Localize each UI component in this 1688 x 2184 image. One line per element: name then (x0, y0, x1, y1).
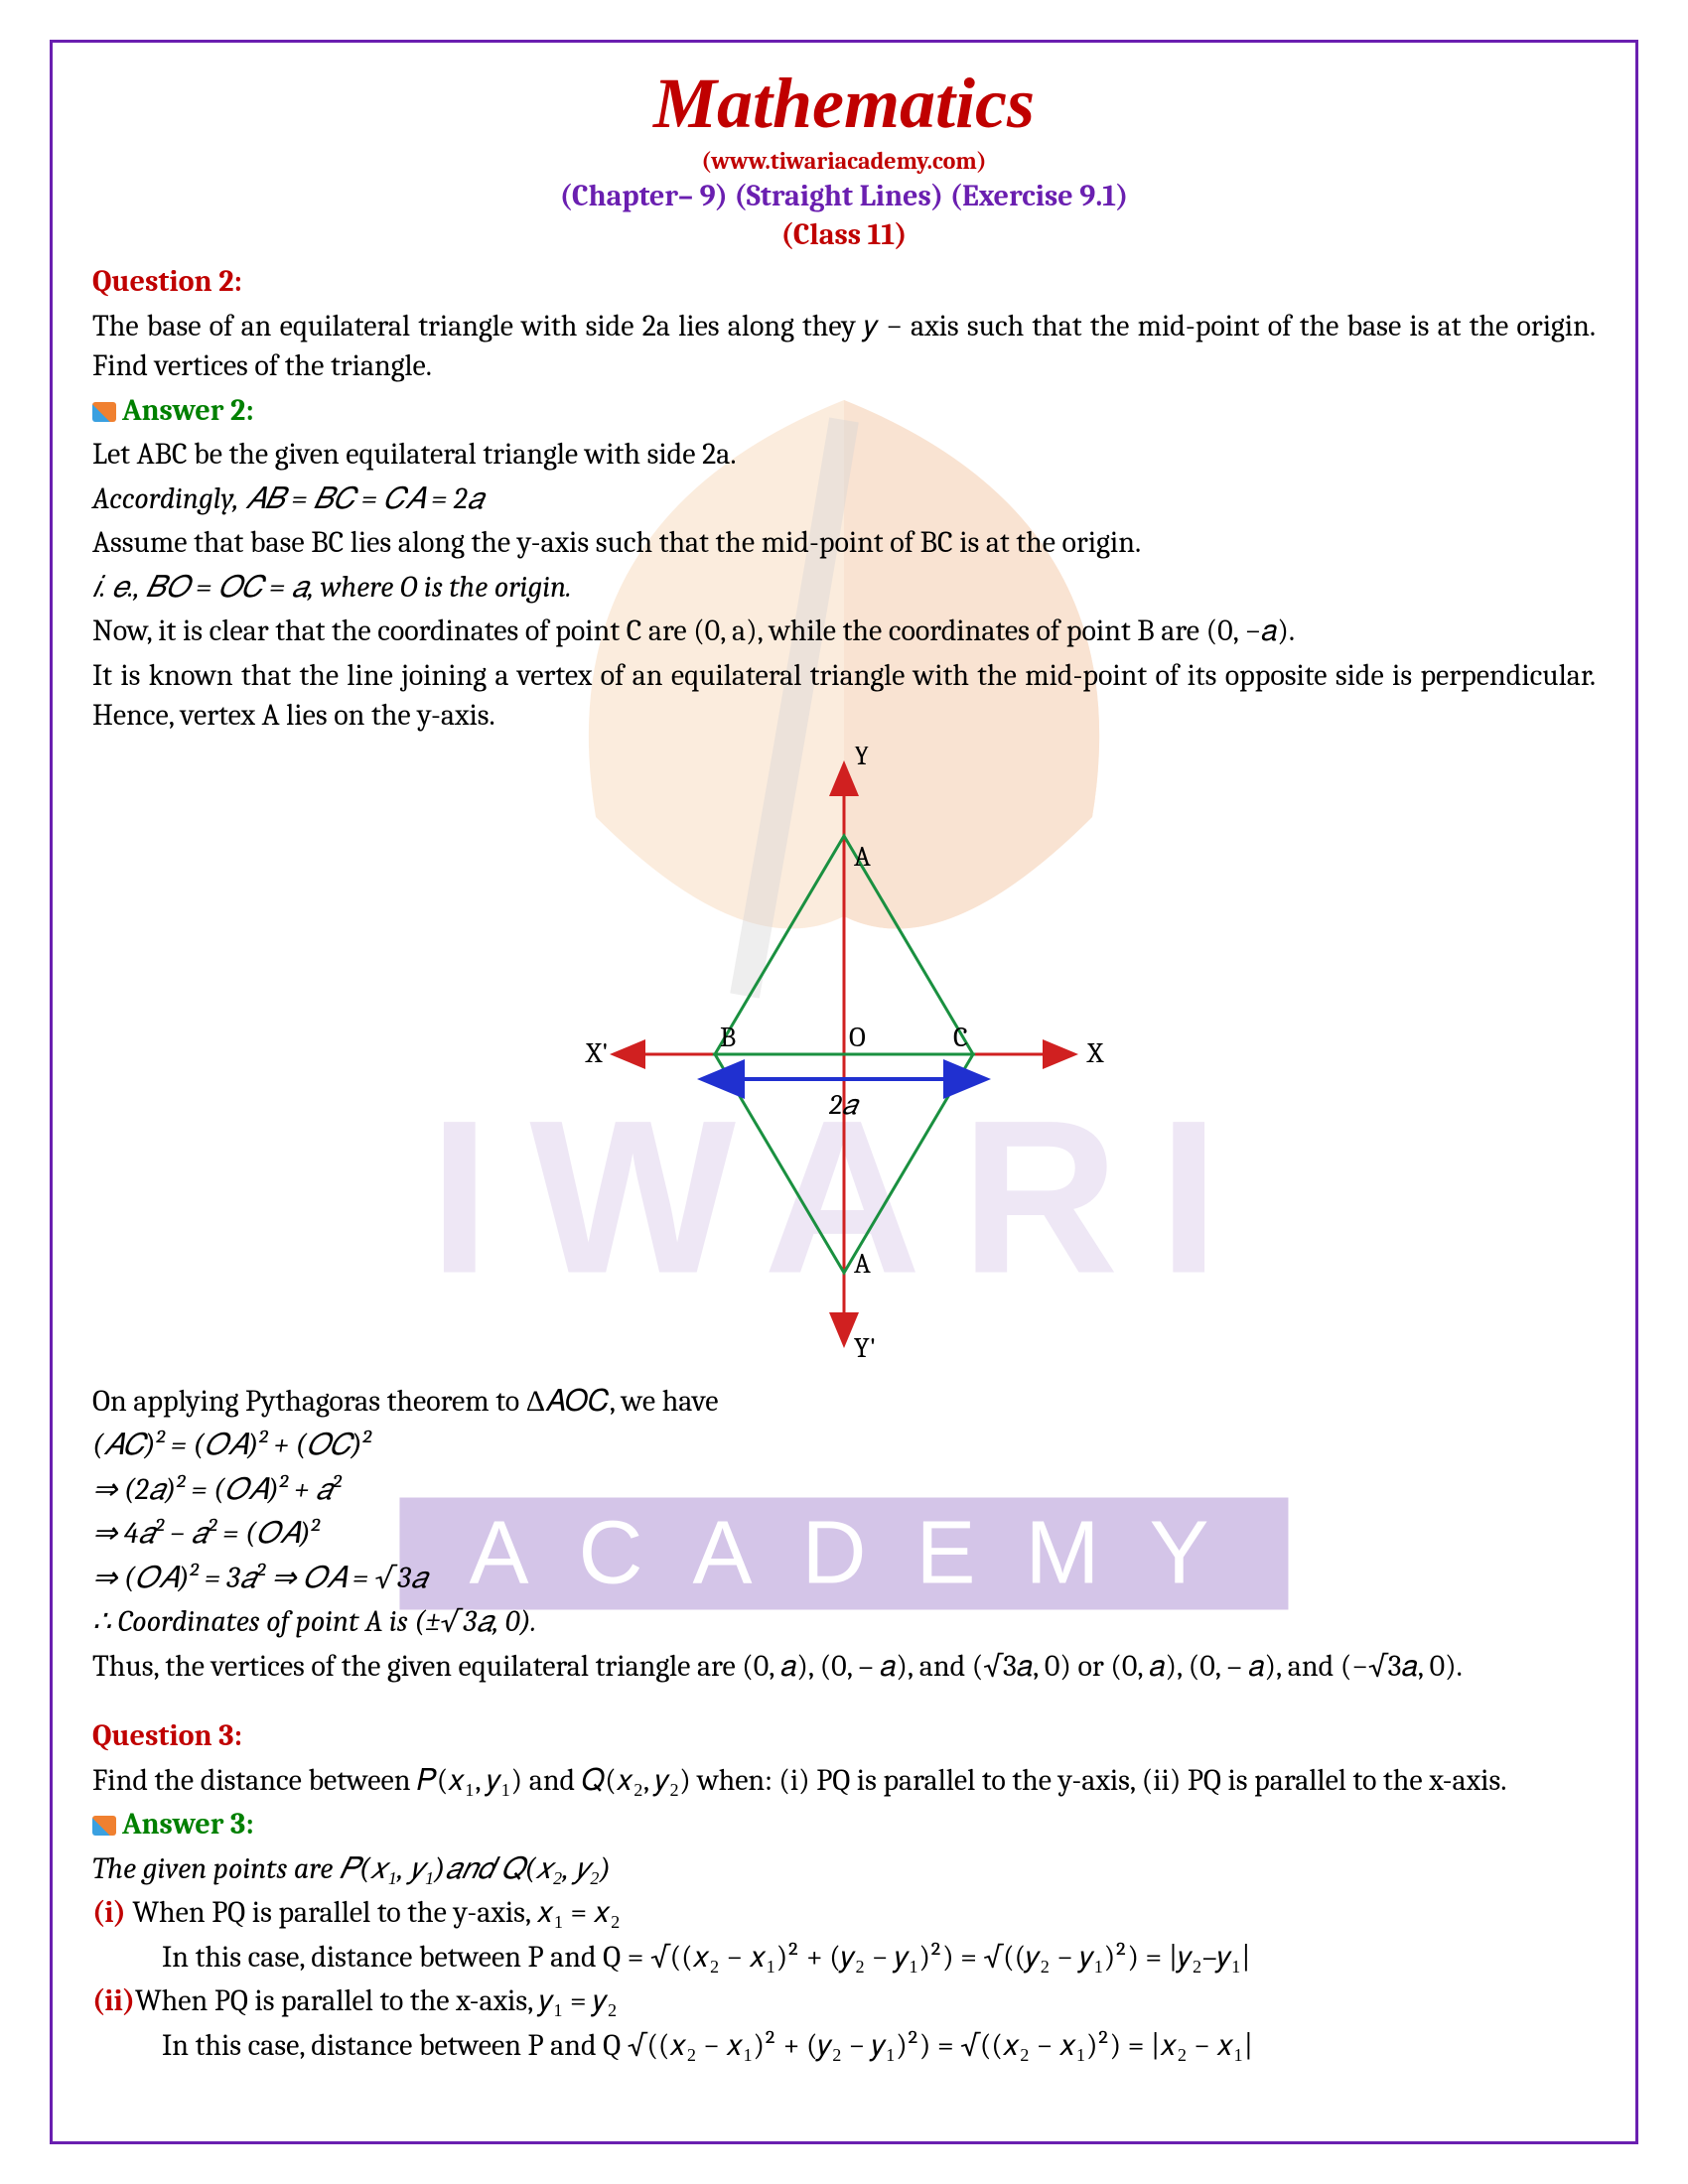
q2-p13: Thus, the vertices of the given equilate… (92, 1647, 1596, 1688)
q3-ii: When PQ is parallel to the x-axis, 𝑦₁ = … (135, 1983, 618, 2018)
triangle-diagram: Y Y' X X' A A B C O 2𝑎 (546, 747, 1142, 1362)
q2-p3: Assume that base BC lies along the y-axi… (92, 523, 1596, 564)
q2-text: The base of an equilateral triangle with… (92, 307, 1596, 387)
lbl-A2: A (854, 1248, 871, 1280)
page: IWARI ACADEMY Mathematics (www.tiwariaca… (0, 0, 1688, 2184)
q2-p12: ∴ Coordinates of point A is (±√3𝑎, 0). (92, 1602, 1596, 1643)
q2-p6: It is known that the line joining a vert… (92, 656, 1596, 737)
lbl-Y: Y (854, 747, 870, 771)
lbl-Xp: X' (585, 1037, 609, 1069)
lbl-X: X (1086, 1037, 1104, 1069)
q2-p10: ⇒ 4𝑎² − 𝑎² = (𝑂𝐴)² (92, 1514, 1596, 1555)
q3-label: Question 3: (92, 1718, 242, 1753)
q3-i-label: (i) (92, 1895, 126, 1930)
website-line: (www.tiwariacademy.com) (92, 147, 1596, 175)
q3-i: When PQ is parallel to the y-axis, 𝑥₁ = … (126, 1895, 621, 1930)
q2-p9: ⇒ (2𝑎)² = (𝑂𝐴)² + 𝑎² (92, 1470, 1596, 1511)
q3-ii-label: (ii) (92, 1983, 135, 2018)
a3-label: Answer 3: (92, 1807, 254, 1842)
q2-p11: ⇒ (𝑂𝐴)² = 3𝑎² ⇒ 𝑂𝐴 = √3𝑎 (92, 1559, 1596, 1599)
class-line: (Class 11) (92, 217, 1596, 252)
chapter-line: (Chapter– 9) (Straight Lines) (Exercise … (92, 179, 1596, 213)
q3-ii-2: In this case, distance between P and Q √… (92, 2026, 1596, 2067)
content-frame: IWARI ACADEMY Mathematics (www.tiwariaca… (50, 40, 1638, 2144)
q3-text: Find the distance between 𝑃(𝑥₁, 𝑦₁) and … (92, 1761, 1596, 1802)
q3-i-2: In this case, distance between P and Q =… (92, 1938, 1596, 1979)
lbl-C: C (953, 1022, 968, 1053)
page-title: Mathematics (92, 63, 1596, 145)
q2-p7: On applying Pythagoras theorem to Δ𝐴𝑂𝐶, … (92, 1382, 1596, 1423)
lbl-O: O (849, 1022, 866, 1053)
q2-p8: (𝐴𝐶)² = (𝑂𝐴)² + (𝑂𝐶)² (92, 1426, 1596, 1466)
lbl-B: B (720, 1022, 736, 1053)
q3-p1: The given points are 𝑃(𝑥₁, 𝑦₁)𝑎𝑛𝑑 𝑄(𝑥₂, … (92, 1849, 1596, 1890)
q2-p4: 𝑖. 𝑒., 𝐵𝑂 = 𝑂𝐶 = 𝑎, where O is the origi… (92, 568, 1596, 609)
lbl-A1: A (854, 841, 871, 873)
content: Mathematics (www.tiwariacademy.com) (Cha… (92, 63, 1596, 2066)
header: Mathematics (www.tiwariacademy.com) (Cha… (92, 63, 1596, 252)
a2-label: Answer 2: (92, 393, 254, 428)
q2-p5: Now, it is clear that the coordinates of… (92, 612, 1596, 652)
q2-label: Question 2: (92, 264, 242, 299)
q2-p1: Let ABC be the given equilateral triangl… (92, 435, 1596, 476)
q2-p2: Accordingly, 𝐴𝐵 = 𝐵𝐶 = 𝐶𝐴 = 2𝑎 (92, 479, 1596, 520)
lbl-2a: 2𝑎 (828, 1089, 861, 1121)
lbl-Yp: Y' (854, 1332, 876, 1362)
question-3: Question 3: Find the distance between 𝑃(… (92, 1716, 1596, 2066)
question-2: Question 2: The base of an equilateral t… (92, 262, 1596, 1687)
